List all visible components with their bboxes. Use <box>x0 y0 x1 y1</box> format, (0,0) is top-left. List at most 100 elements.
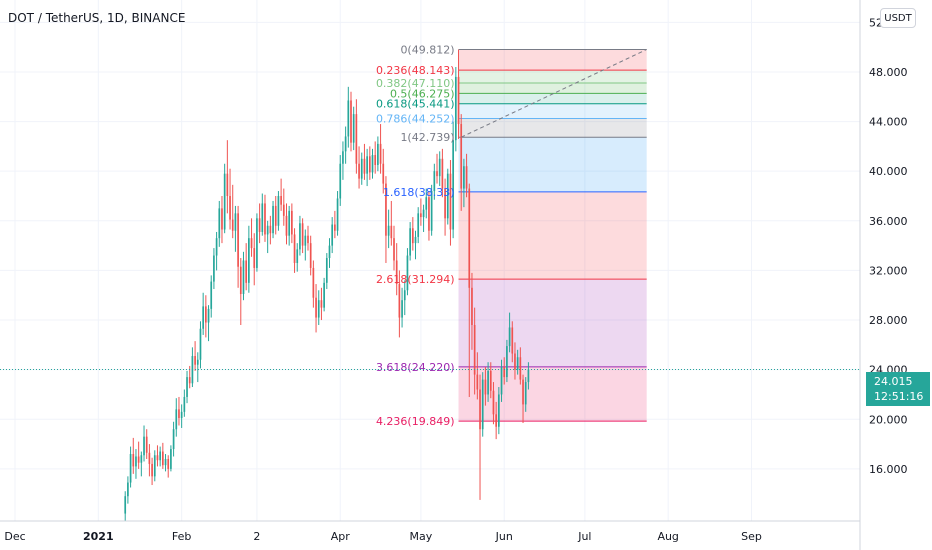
candle-body <box>248 238 250 283</box>
x-tick-label: Jun <box>495 530 513 543</box>
candle-body <box>213 255 215 282</box>
candle-body <box>293 234 296 263</box>
fib-band <box>458 93 647 104</box>
candle-body <box>223 173 226 230</box>
candle-body <box>441 158 444 189</box>
candle-body <box>342 151 344 164</box>
candle-body <box>269 225 272 234</box>
x-tick-label: Aug <box>657 530 678 543</box>
candle-body <box>516 357 519 370</box>
candle-body <box>237 213 239 267</box>
candle-body <box>436 171 438 177</box>
fib-band <box>458 82 647 94</box>
x-tick-label: May <box>410 530 433 543</box>
candle-body <box>272 205 274 234</box>
candle-body <box>377 143 379 165</box>
candle-body <box>315 297 317 318</box>
candle-body <box>127 482 129 497</box>
candle-body <box>473 325 476 375</box>
candle-body <box>336 198 339 231</box>
fib-level-label: 4.236(19.849) <box>376 415 455 428</box>
candle-body <box>449 173 452 230</box>
candle-body <box>140 455 143 463</box>
fib-level-label: 1.618(38.33) <box>383 186 455 199</box>
candle-body <box>199 328 202 360</box>
candle-body <box>186 377 188 397</box>
candle-body <box>124 496 127 514</box>
candle-body <box>256 218 258 268</box>
candle-body <box>484 379 487 395</box>
candle-body <box>180 411 183 419</box>
candle-body <box>282 204 285 216</box>
candle-body <box>481 379 484 430</box>
candle-body <box>188 377 191 384</box>
candle-body <box>379 143 382 164</box>
candle-body <box>344 136 347 152</box>
y-tick-label: 44.000 <box>869 116 908 129</box>
fib-trend-line-segment <box>460 49 647 138</box>
candle-body <box>258 218 261 232</box>
candle-body <box>360 158 363 179</box>
candle-body <box>489 370 492 391</box>
candle-body <box>312 267 315 298</box>
x-tick-label: Jul <box>577 530 591 543</box>
candle-body <box>430 191 433 231</box>
candle-body <box>433 171 436 192</box>
fib-level-label: 0.5(46.275) <box>390 87 455 100</box>
candle-body <box>511 327 514 354</box>
candle-body <box>366 156 368 174</box>
fib-level-label: 0.236(48.143) <box>376 64 455 77</box>
candle-body <box>471 287 473 326</box>
fib-level-label: 0.382(47.110) <box>376 77 455 90</box>
currency-button[interactable]: USDT <box>880 8 916 28</box>
y-tick-label: 20.000 <box>869 413 908 426</box>
candle-body <box>514 353 516 370</box>
candle-body <box>495 414 498 427</box>
candle-body <box>393 238 395 261</box>
candle-body <box>280 195 282 205</box>
candle-body <box>170 449 172 469</box>
candle-body <box>500 367 503 395</box>
candle-body <box>331 224 334 246</box>
candle-body <box>215 238 218 256</box>
fib-level-label: 0.786(44.252) <box>376 112 455 125</box>
candle-body <box>299 223 301 250</box>
chart-title: DOT / TetherUS, 1D, BINANCE <box>8 11 186 25</box>
fib-band <box>458 191 647 280</box>
candle-body <box>261 203 264 232</box>
candle-body <box>161 451 164 466</box>
candle-body <box>229 195 231 220</box>
candle-body <box>358 163 360 179</box>
candle-body <box>334 224 336 231</box>
fib-band <box>458 366 647 422</box>
candle-body <box>350 100 352 143</box>
y-tick-label: 16.000 <box>869 463 908 476</box>
candle-body <box>479 389 481 430</box>
candle-body <box>425 197 428 210</box>
candle-body <box>465 166 468 189</box>
candle-body <box>463 166 465 189</box>
candle-body <box>325 258 328 283</box>
candle-body <box>218 208 221 239</box>
candle-body <box>328 245 331 259</box>
fib-band <box>458 103 647 119</box>
candle-body <box>151 463 153 477</box>
candle-body <box>452 140 454 230</box>
candle-body <box>210 281 213 309</box>
candle-body <box>264 203 266 235</box>
candle-body <box>524 382 527 405</box>
y-tick-label: 36.000 <box>869 215 908 228</box>
candle-body <box>508 327 511 347</box>
fib-level-label: 1(42.739) <box>400 131 454 144</box>
candle-body <box>398 284 401 318</box>
candle-body <box>135 456 137 467</box>
candle-body <box>347 100 350 137</box>
candle-body <box>253 248 256 268</box>
candle-body <box>234 213 237 231</box>
x-tick-label: Sep <box>741 530 762 543</box>
candle-body <box>476 374 479 390</box>
candle-body <box>307 235 309 244</box>
candle-body <box>148 452 151 464</box>
candle-body <box>444 188 446 219</box>
